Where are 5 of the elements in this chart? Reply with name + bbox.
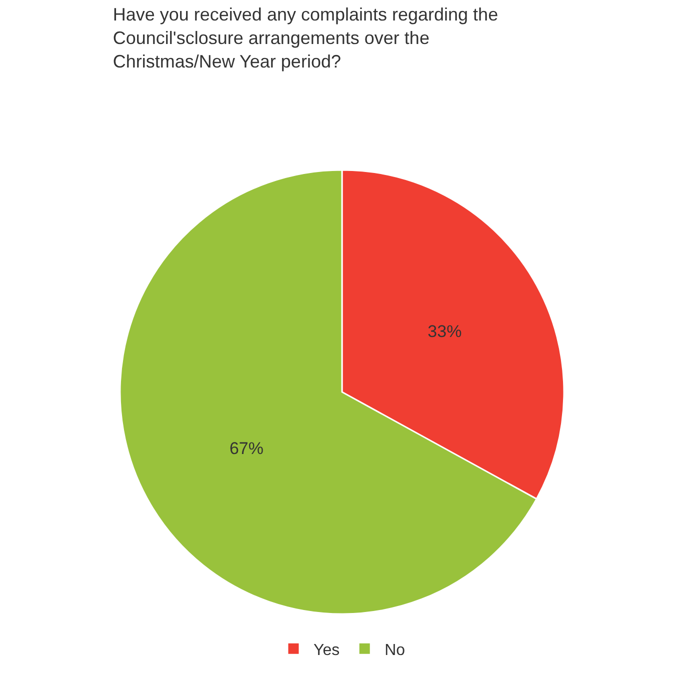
chart-title: Have you received any complaints regarding the Council'sclosure arrangements over the Christmas/New Year period? [112, 4, 498, 72]
data-label: 67% [229, 439, 264, 458]
legend-label: Yes [314, 642, 340, 659]
legend-label: No [384, 642, 406, 659]
data-label: 33% [428, 322, 462, 341]
